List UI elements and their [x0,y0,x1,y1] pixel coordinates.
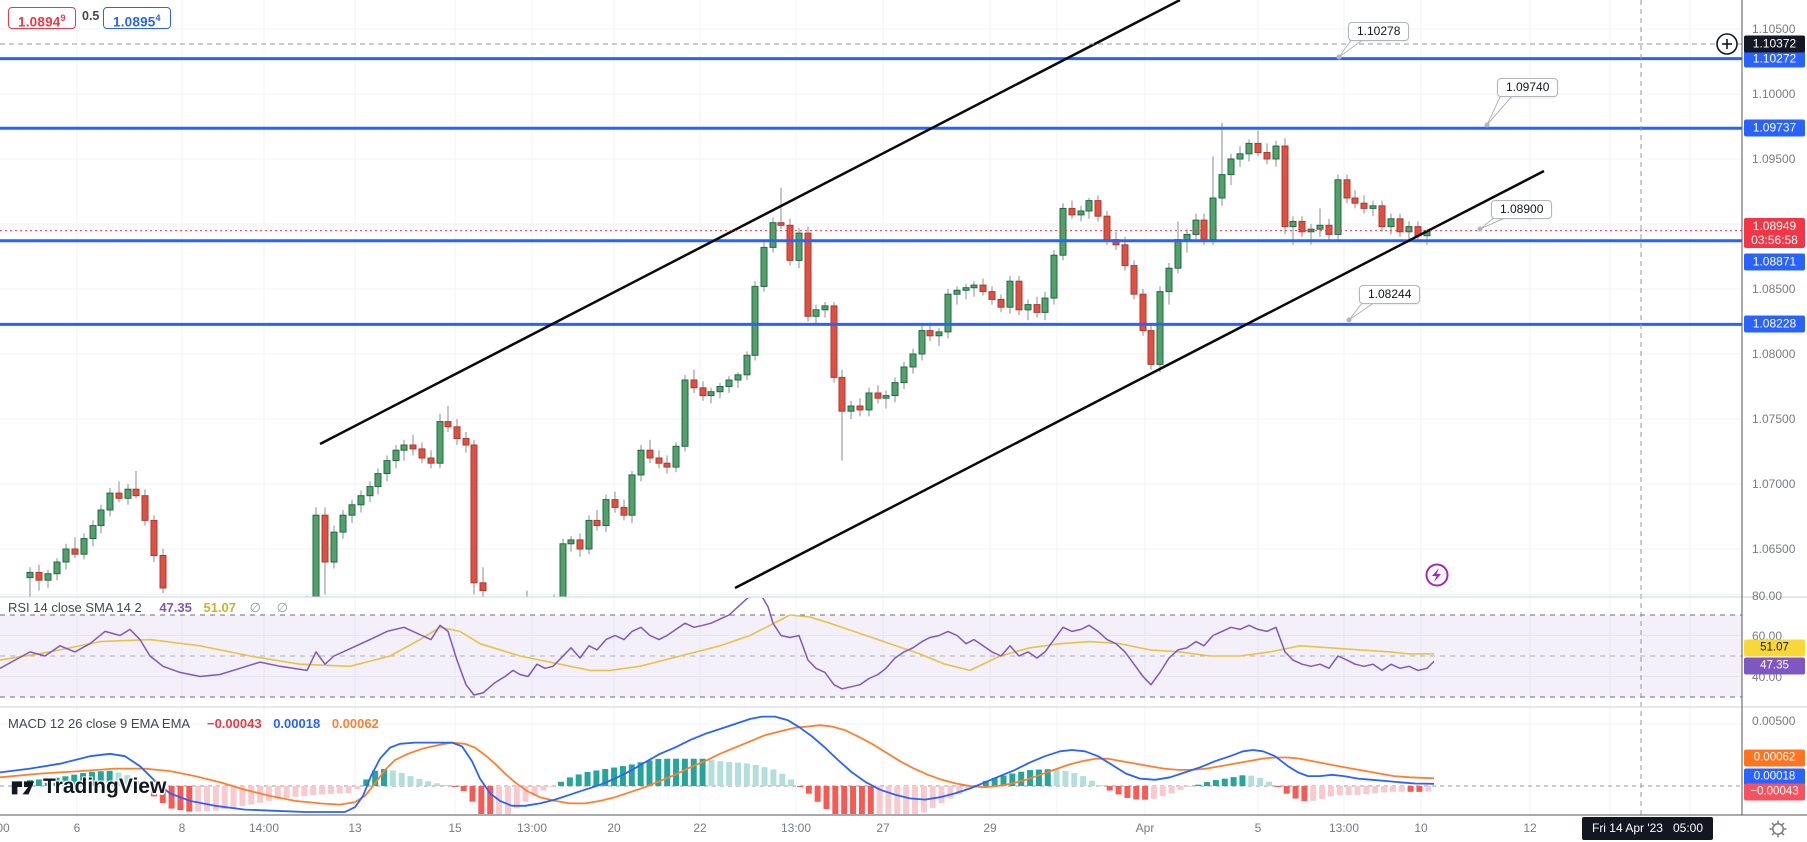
callout-tail [1486,94,1515,126]
time-tick-label: 29 [983,821,997,835]
macd-hist-value: −0.00043 [206,716,262,731]
rsi-hidden-series-icons[interactable]: ∅ ∅ [249,600,294,615]
price-tick-label: 1.09500 [1752,152,1796,166]
callout-anchor [1484,122,1490,128]
time-tick-label: 20 [607,821,621,835]
macd-value-badge: 0.00062 [1744,749,1805,767]
rsi-value-badge: 51.07 [1744,639,1805,657]
callout-anchor [1346,317,1352,323]
gear-icon[interactable] [1761,816,1795,842]
ask-price: 1.0895 [113,14,156,30]
price-callout-1.10278[interactable]: 1.10278 [1348,22,1410,41]
macd-value-badge: −0.00043 [1744,783,1805,801]
macd-value-badge: 0.00018 [1744,768,1805,786]
rsi-band [0,615,1742,697]
rsi-pane-header[interactable]: RSI 14 close SMA 14 2 47.35 51.07 ∅ ∅ [8,600,294,616]
callout-tail [1338,38,1366,58]
price-tick-label: 1.08500 [1752,282,1796,296]
time-tick-label: 27 [876,821,890,835]
price-callout-1.09740[interactable]: 1.09740 [1497,78,1559,97]
current-price-badge: 1.08949 03:56:58 [1744,217,1805,248]
spread-label: 0.5 [82,9,100,23]
level-badge-1.08871: 1.08871 [1744,253,1805,271]
price-tick-label: 1.07500 [1752,412,1796,426]
trendline-upper[interactable] [319,0,1181,446]
price-tick-label: 1.07000 [1752,477,1796,491]
time-tick-label: 15 [448,821,462,835]
macd-histogram [27,758,1432,814]
macd-line-value: 0.00018 [273,716,321,731]
grid-layer [0,0,1742,815]
lightning-button[interactable] [1425,563,1449,587]
rsi-sma-line [0,614,1435,672]
time-tick-label: 13:00 [516,821,548,835]
price-tick-label: 1.10000 [1752,87,1796,101]
axis-settings-corner[interactable] [1743,816,1807,842]
current-price-value: 1.08949 [1752,218,1797,233]
level-badge-1.08228: 1.08228 [1744,315,1805,333]
price-tick-label: 1.10500 [1752,22,1796,36]
bid-price: 1.0894 [18,14,61,30]
macd-signal-line [0,724,1435,806]
crosshair-price-badge: 1.10372 [1744,35,1805,53]
time-tick-label: 10 [1414,821,1428,835]
crosshair-date-label: Fri 14 Apr '23 05:00 [1582,817,1713,840]
callout-anchor [1477,226,1483,232]
time-tick-label: 13 [348,821,362,835]
time-tick-label: 00 [0,821,10,835]
tradingview-logo-icon [11,781,35,795]
bid-price-sup: 9 [60,13,66,23]
macd-signal-value: 0.00062 [331,716,379,731]
rsi-value: 47.35 [159,600,192,615]
time-tick-label: 13:00 [1328,821,1360,835]
price-tick-label: 1.08000 [1752,347,1796,361]
time-tick-label: 5 [1254,821,1262,835]
rsi-value-badge: 47.35 [1744,657,1805,675]
time-tick-label: 6 [73,821,81,835]
time-tick-label: 8 [178,821,186,835]
rsi-line [0,598,1435,696]
price-tick-label: 1.06500 [1752,542,1796,556]
level-badge-1.09737: 1.09737 [1744,119,1805,137]
callout-tail [1348,301,1377,321]
callout-anchor [1336,54,1342,60]
crosshair-plus-icon[interactable] [1716,33,1738,55]
time-tick-label: 12 [1523,821,1537,835]
rsi-label: RSI 14 close SMA 14 2 [8,600,142,615]
time-tick-label: 22 [693,821,707,835]
buy-price-button[interactable]: 1.08954 [103,7,171,30]
price-callout-1.08244[interactable]: 1.08244 [1359,285,1421,304]
macd-label: MACD 12 26 close 9 EMA EMA [8,716,190,731]
tradingview-logo[interactable]: TradingView [10,774,166,800]
trendline-lower[interactable] [734,169,1545,590]
sell-price-button[interactable]: 1.08949 [8,7,76,30]
time-tick-label: 14:00 [248,821,280,835]
tradingview-logo-text: TradingView [43,775,167,798]
ask-price-sup: 4 [155,13,161,23]
level-badge-1.10272: 1.10272 [1744,50,1805,68]
time-tick-label: 13:00 [780,821,812,835]
candles-layer [26,122,1431,597]
price-callout-1.08900[interactable]: 1.08900 [1491,200,1553,219]
macd-line [0,715,1435,813]
macd-pane-header[interactable]: MACD 12 26 close 9 EMA EMA −0.00043 0.00… [8,716,379,731]
rsi-tick-label: 60.00 [1752,628,1783,643]
rsi-tick-label: 80.00 [1752,589,1783,603]
time-tick-label: Apr [1135,821,1155,835]
rsi-sma-value: 51.07 [203,600,237,615]
bar-countdown: 03:56:58 [1751,232,1798,247]
macd-tick-label: 0.00500 [1752,714,1796,728]
